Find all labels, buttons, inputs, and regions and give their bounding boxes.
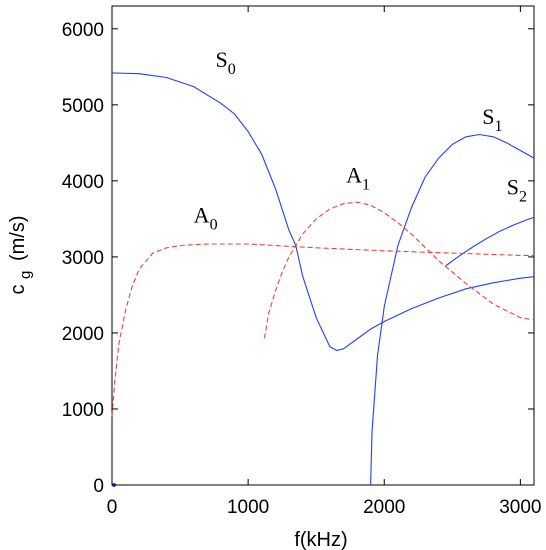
y-axis-label-unit: (m/s) — [7, 215, 29, 261]
plot-frame — [111, 5, 535, 486]
y-axis-label-main: c — [7, 285, 29, 295]
y-tick-label: 6000 — [62, 20, 104, 41]
curve-label-s2: S2 — [507, 175, 527, 206]
curve-label-a1: A1 — [346, 162, 370, 193]
x-tick-label: 0 — [107, 497, 118, 518]
series-line-a1 — [263, 201, 535, 339]
y-axis-label: c g (m/s) — [7, 215, 35, 294]
series-line-s1 — [370, 133, 535, 486]
y-tick-label: 2000 — [62, 324, 104, 345]
x-tick-label: 1000 — [227, 497, 269, 518]
curve-label-s1: S1 — [482, 104, 502, 135]
series-line-s2 — [445, 216, 535, 267]
series-line-a0 — [111, 243, 534, 417]
x-tick-label: 3000 — [499, 497, 541, 518]
curve-label-a0: A0 — [194, 203, 218, 234]
y-tick-label: 4000 — [62, 172, 104, 193]
tick-layer: 0 1000 2000 3000 0 1000 2000 3000 4000 5000 6000 — [62, 6, 542, 518]
y-axis-label-subscript: g — [17, 271, 34, 279]
curve-labels: S0 S1 S2 A0 A1 — [194, 47, 527, 234]
x-tick-label: 2000 — [363, 497, 405, 518]
y-tick-label: 1000 — [62, 400, 104, 421]
y-tick-label: 0 — [93, 476, 104, 497]
series-layer — [111, 72, 535, 487]
curve-label-s0: S0 — [215, 47, 235, 78]
plot-area-border — [111, 5, 535, 486]
y-tick-label: 3000 — [62, 248, 104, 269]
x-axis-label: f(kHz) — [294, 529, 347, 550]
y-tick-label: 5000 — [62, 96, 104, 117]
series-line-s0 — [111, 72, 535, 351]
